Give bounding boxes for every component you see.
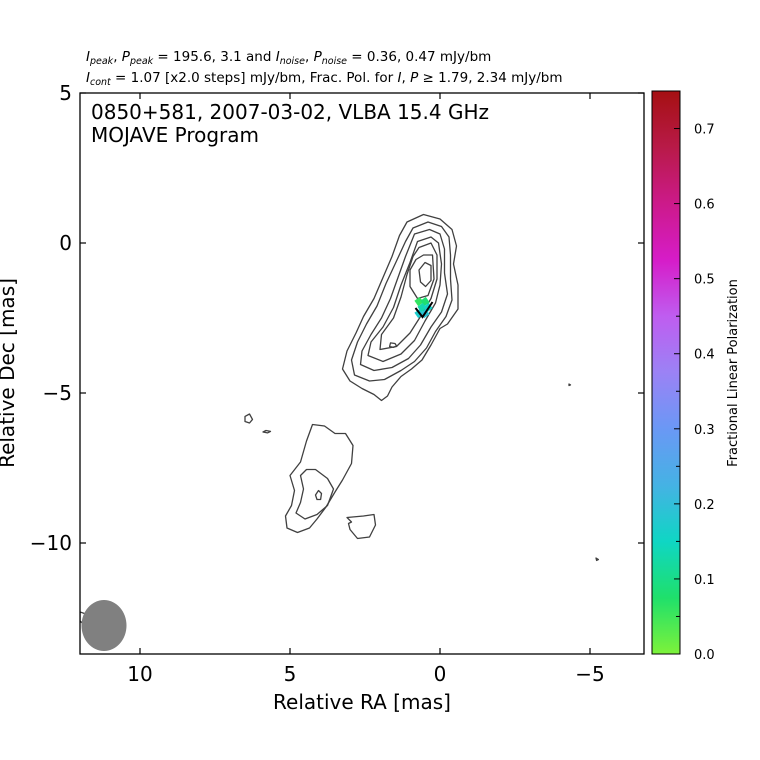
colorbar-tick-label: 0.7 (694, 123, 715, 138)
y-tick-label: −10 (30, 531, 72, 555)
x-tick-label: 0 (434, 662, 447, 686)
contour-level-4 (367, 236, 443, 363)
x-axis-label: Relative RA [mas] (273, 690, 451, 714)
contour-level-1 (388, 342, 398, 349)
contour-level-1 (284, 423, 354, 534)
polarization-pixel (414, 296, 424, 307)
colorbar-tick-label: 0.0 (694, 648, 715, 663)
y-tick-label: 0 (59, 231, 72, 255)
contour-level-2 (350, 221, 453, 382)
contour-level-1 (262, 429, 272, 434)
y-tick-label: 5 (59, 81, 72, 105)
contour-level-6 (409, 254, 435, 300)
image-stats-line-1: Ipeak, Ppeak = 195.6, 3.1 and Inoise, Pn… (86, 49, 492, 67)
x-tick-label: 10 (127, 662, 152, 686)
colorbar-tick-label: 0.5 (694, 273, 715, 288)
plot-frame (79, 92, 645, 655)
contour-level-1 (595, 557, 600, 562)
contour-level-7 (418, 261, 432, 288)
plot-annotation-title: 0850+581, 2007-03-02, VLBA 15.4 GHz (91, 100, 489, 124)
polarization-layer (414, 296, 434, 319)
image-stats-line-2: Icont = 1.07 [x2.0 steps] mJy/bm, Frac. … (86, 70, 563, 88)
contour-level-2 (295, 468, 335, 520)
colorbar-label: Fractional Linear Polarization (726, 279, 741, 467)
axis-ticks: 10 5 0 −5 5 0 −5 −10 (30, 81, 644, 686)
colorbar-tick-label: 0.3 (694, 423, 715, 438)
x-tick-label: −5 (575, 662, 604, 686)
colorbar-tick-label: 0.2 (694, 498, 715, 513)
polarization-vector (414, 301, 434, 319)
contour-layer (80, 213, 600, 624)
contour-level-1 (244, 413, 254, 424)
contour-level-1 (341, 213, 459, 402)
plot-annotation-program: MOJAVE Program (91, 123, 259, 147)
y-axis-label: Relative Dec [mas] (0, 278, 19, 468)
contour-level-1 (568, 383, 572, 387)
contour-level-5 (379, 242, 438, 351)
contour-level-3 (314, 489, 323, 501)
x-tick-label: 5 (284, 662, 297, 686)
y-tick-label: −5 (43, 381, 72, 405)
colorbar-tick-label: 0.6 (694, 198, 715, 213)
contour-level-1 (346, 513, 377, 540)
contour-level-3 (359, 228, 449, 372)
colorbar-tick-label: 0.1 (694, 573, 715, 588)
colorbar-ticks: 0.0 0.1 0.2 0.3 0.4 0.5 0.6 0.7 (674, 123, 715, 663)
colorbar-tick-label: 0.4 (694, 348, 715, 363)
colorbar (651, 90, 681, 655)
beam-ellipse (81, 600, 127, 651)
